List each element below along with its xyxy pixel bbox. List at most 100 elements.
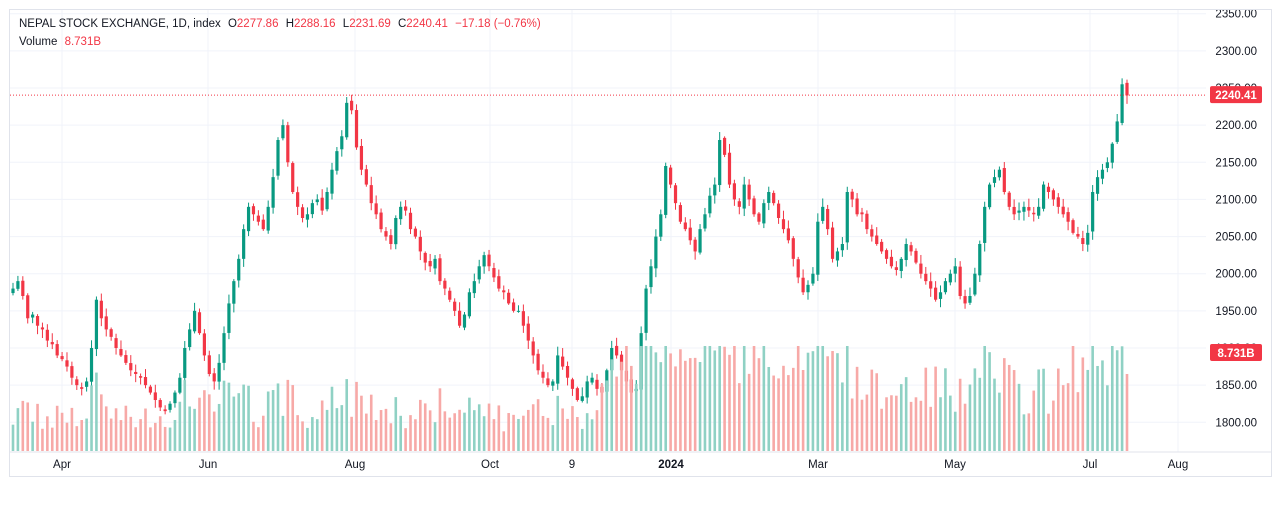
candle-body xyxy=(423,252,427,263)
volume-bar xyxy=(1022,414,1026,451)
volume-bar xyxy=(958,378,962,451)
y-tick-label: 2000.00 xyxy=(1215,269,1257,281)
candle-body xyxy=(227,303,231,333)
candle-body xyxy=(178,377,182,393)
candle-body xyxy=(776,203,781,218)
candle-body xyxy=(286,125,290,163)
volume-bar xyxy=(782,365,785,451)
candle-body xyxy=(413,228,418,237)
candle-body xyxy=(296,192,300,207)
candle-body xyxy=(261,219,265,230)
volume-bar xyxy=(880,408,883,451)
candle-body xyxy=(16,281,20,289)
volume-bar xyxy=(850,398,854,451)
volume-bar xyxy=(963,403,967,451)
volume-bar xyxy=(767,367,771,451)
candle-body xyxy=(104,316,108,330)
volume-bar xyxy=(237,393,241,451)
candle-body xyxy=(207,355,211,374)
volume-bar xyxy=(55,405,59,451)
candle-body xyxy=(791,238,795,259)
x-tick-label: 9 xyxy=(569,459,575,471)
candle-body xyxy=(276,140,280,176)
volume-bar xyxy=(561,408,564,451)
volume-bar xyxy=(36,403,39,451)
volume-bar xyxy=(394,397,398,451)
candle-body xyxy=(727,152,732,185)
volume-bar xyxy=(885,397,888,451)
candle-body xyxy=(21,280,25,296)
volume-bar xyxy=(144,408,147,451)
candle-body xyxy=(129,363,133,371)
volume-bar xyxy=(438,388,442,451)
volume-bar xyxy=(65,422,69,451)
volume-bar xyxy=(109,418,113,451)
candle-body xyxy=(737,201,741,207)
candle-body xyxy=(345,102,349,138)
candle-body xyxy=(256,215,260,222)
candle-body xyxy=(845,192,849,243)
candle-body xyxy=(212,373,216,382)
candle-body xyxy=(855,198,859,215)
volume-bar xyxy=(669,353,672,451)
candle-body xyxy=(747,184,751,200)
candle-body xyxy=(580,396,584,401)
volume-bar xyxy=(777,378,780,451)
volume-bar xyxy=(1052,400,1055,451)
volume-bar xyxy=(26,402,30,451)
low-value: 2231.69 xyxy=(349,18,391,30)
candle-body xyxy=(772,192,776,204)
volume-bar xyxy=(315,419,319,451)
candle-body xyxy=(762,203,766,224)
candle-body xyxy=(511,302,516,311)
candle-body xyxy=(80,387,84,389)
candle-body xyxy=(654,236,658,269)
symbol-title[interactable]: NEPAL STOCK EXCHANGE, 1D, index xyxy=(19,18,221,30)
candle-body xyxy=(703,214,707,229)
candle-body xyxy=(1105,162,1109,168)
candle-body xyxy=(551,381,555,386)
volume-bar xyxy=(247,385,250,451)
candle-body xyxy=(536,353,540,371)
candle-body xyxy=(1091,192,1095,232)
volume-bar xyxy=(541,415,545,451)
candle-body xyxy=(909,245,913,252)
candle-body xyxy=(556,355,560,384)
volume-bar xyxy=(904,377,908,451)
candle-body xyxy=(428,261,432,267)
volume-bar xyxy=(939,397,942,451)
volume-bar xyxy=(374,420,378,451)
volume-label[interactable]: Volume xyxy=(19,36,58,48)
volume-bar xyxy=(659,362,663,451)
volume-bar xyxy=(497,405,501,451)
close-value: 2240.41 xyxy=(406,18,448,30)
candle-body xyxy=(26,295,30,319)
volume-bar xyxy=(664,346,667,451)
candle-body xyxy=(796,259,800,278)
x-tick-label: Apr xyxy=(53,459,71,471)
volume-bar xyxy=(1037,369,1040,451)
volume-bar xyxy=(188,406,191,451)
volume-bar xyxy=(1003,358,1006,451)
volume-bar xyxy=(477,404,481,451)
candle-body xyxy=(453,301,457,311)
volume-bar xyxy=(271,390,275,451)
volume-bar xyxy=(733,346,736,451)
volume-bar xyxy=(738,383,741,451)
candle-body xyxy=(467,292,471,317)
volume-bar xyxy=(605,380,609,451)
volume-bar xyxy=(31,421,34,451)
candle-body xyxy=(433,258,437,269)
high-label: H xyxy=(285,18,294,30)
candle-body xyxy=(875,235,879,244)
candle-body xyxy=(418,236,422,252)
volume-bar xyxy=(389,423,393,451)
candle-body xyxy=(40,327,45,330)
volume-bar xyxy=(1120,346,1124,451)
volume-bar xyxy=(104,406,108,451)
volume-bar xyxy=(50,427,54,451)
candle-body xyxy=(192,310,197,332)
chart-frame[interactable]: 1800.001850.001900.001950.002000.002050.… xyxy=(9,9,1272,477)
candlestick-chart[interactable]: 1800.001850.001900.001950.002000.002050.… xyxy=(10,10,1272,477)
candle-body xyxy=(718,140,722,186)
